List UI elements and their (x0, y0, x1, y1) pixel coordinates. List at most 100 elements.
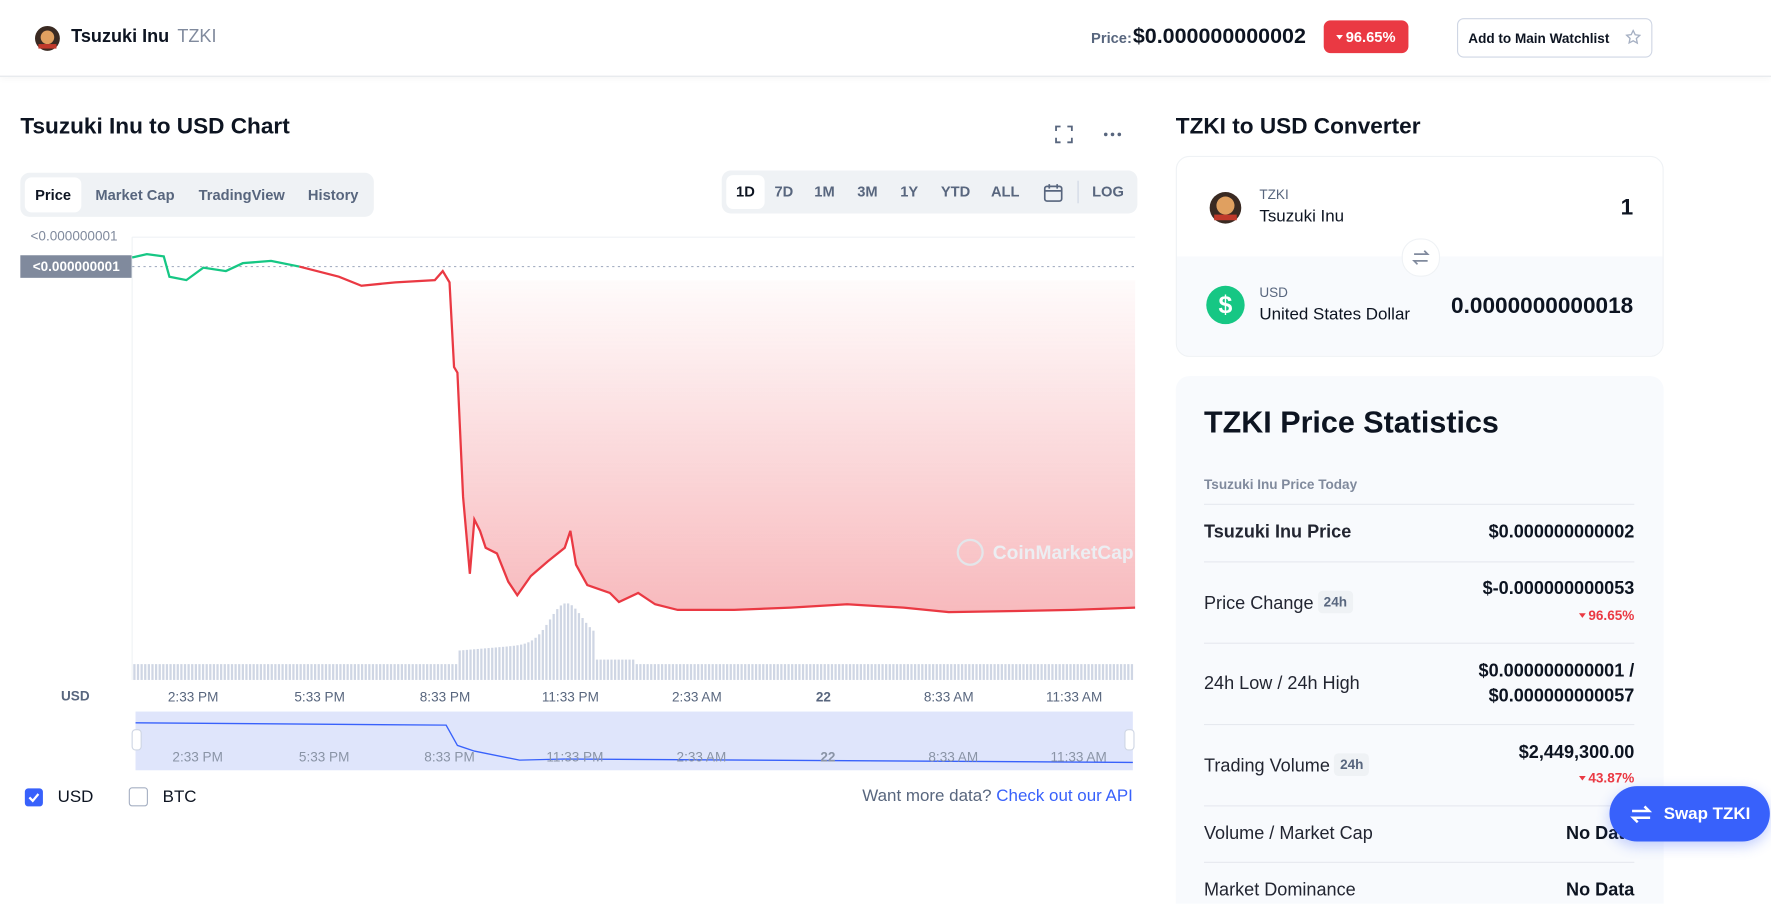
volume-texture (885, 664, 888, 680)
volume-texture (906, 664, 909, 680)
navigator-handle[interactable] (1124, 729, 1135, 751)
volume-texture (183, 664, 187, 680)
volume-texture (671, 664, 675, 680)
volume-texture (1109, 664, 1112, 680)
volume-texture (910, 664, 913, 680)
api-link[interactable]: Check out our API (996, 786, 1133, 806)
tab[interactable]: Market Cap (95, 186, 175, 204)
volume-texture (212, 664, 216, 680)
volume-texture (360, 664, 364, 680)
volume-texture (1123, 664, 1126, 680)
volume-texture (664, 664, 667, 680)
volume-texture (863, 664, 866, 680)
volume-texture (162, 664, 165, 680)
tab[interactable]: History (307, 186, 359, 204)
navigator-label: 8:33 PM (424, 748, 475, 765)
log-button[interactable]: LOG (1092, 182, 1124, 200)
x-tick-label: 8:33 PM (419, 688, 471, 705)
volume-texture (223, 664, 226, 680)
range-button[interactable]: 1D (726, 175, 765, 209)
volume-texture (198, 664, 201, 680)
volume-texture (1105, 664, 1108, 680)
converter-title: TZKI to USD Converter (1175, 114, 1421, 139)
range-button[interactable]: YTD (940, 182, 971, 200)
volume-texture (458, 650, 461, 680)
range-button[interactable]: 1M (814, 182, 835, 200)
top-bar (0, 0, 1771, 77)
volume-texture (1033, 664, 1036, 680)
tab[interactable]: Price (24, 177, 82, 213)
volume-texture (979, 664, 982, 680)
range-button[interactable]: 1Y (900, 182, 919, 200)
volume-texture (548, 619, 552, 680)
volume-texture (433, 664, 436, 680)
volume-texture (1080, 664, 1083, 680)
calendar-icon[interactable] (1043, 183, 1063, 202)
volume-texture (852, 664, 855, 680)
volume-texture (227, 664, 230, 680)
volume-texture (267, 664, 270, 680)
converter-box: TZKI Tsuzuki Inu 1 $ USD United States D… (1175, 155, 1664, 357)
swap-label: Swap TZKI (1663, 804, 1751, 824)
volume-texture (480, 648, 483, 680)
volume-texture (982, 664, 985, 680)
to-amount[interactable]: 0.0000000000018 (1451, 293, 1634, 319)
volume-texture (465, 649, 469, 680)
volume-texture (1098, 664, 1101, 680)
volume-texture (592, 630, 595, 680)
volume-texture (613, 659, 617, 680)
volume-texture (274, 664, 277, 680)
volume-texture (642, 664, 646, 680)
volume-texture (353, 664, 357, 680)
range-button[interactable]: 7D (774, 182, 794, 200)
volume-texture (1116, 664, 1119, 680)
volume-texture (201, 664, 205, 680)
checkbox-checked[interactable] (24, 788, 43, 807)
range-button[interactable]: ALL (990, 182, 1020, 200)
volume-texture (646, 664, 649, 680)
volume-texture (1051, 664, 1054, 680)
x-tick-label: 11:33 AM (1045, 688, 1103, 705)
volume-texture (881, 664, 884, 680)
volume-texture (773, 664, 776, 680)
volume-texture (747, 664, 750, 680)
volume-texture (350, 664, 353, 680)
volume-texture (686, 664, 689, 680)
volume-texture (819, 664, 823, 680)
stats-value: $-0.000000000053 (1482, 579, 1635, 599)
swap-button[interactable]: Swap TZKI (1609, 786, 1770, 842)
volume-texture (986, 664, 989, 680)
stats-row: 24h Low / 24h High $0.000000000001 / $0.… (1204, 642, 1635, 725)
from-amount[interactable]: 1 (1620, 195, 1634, 221)
checkbox[interactable] (128, 787, 148, 807)
volume-texture (762, 664, 765, 680)
swap-direction[interactable] (1401, 238, 1441, 277)
chart-tabs: Price Market Cap TradingView History (20, 172, 374, 217)
volume-texture (422, 664, 425, 680)
stats-value: $2,449,300.00 (1518, 743, 1635, 763)
watchlist-button[interactable]: Add to Main Watchlist (1457, 18, 1653, 58)
volume-texture (494, 647, 497, 680)
volume-texture (1011, 664, 1014, 680)
navigator-handle[interactable] (131, 729, 142, 751)
volume-texture (169, 664, 172, 680)
volume-texture (191, 664, 194, 680)
volume-texture (288, 664, 291, 680)
volume-texture (650, 664, 653, 680)
volume-texture (415, 664, 418, 680)
stats-label: Market Dominance (1204, 880, 1356, 901)
range-button[interactable]: 3M (857, 182, 878, 200)
chart-tools[interactable] (1054, 124, 1129, 147)
volume-texture (1091, 664, 1094, 680)
stats-section: Tsuzuki Inu Price Today (1204, 476, 1358, 493)
coin-logo (1209, 192, 1242, 224)
volume-texture (794, 664, 797, 680)
tab[interactable]: TradingView (198, 186, 285, 204)
volume-texture (1130, 664, 1134, 680)
volume-texture (444, 664, 447, 680)
volume-texture (942, 664, 946, 680)
volume-texture (657, 664, 660, 680)
stats-label: 24h Low / 24h High (1204, 674, 1360, 694)
